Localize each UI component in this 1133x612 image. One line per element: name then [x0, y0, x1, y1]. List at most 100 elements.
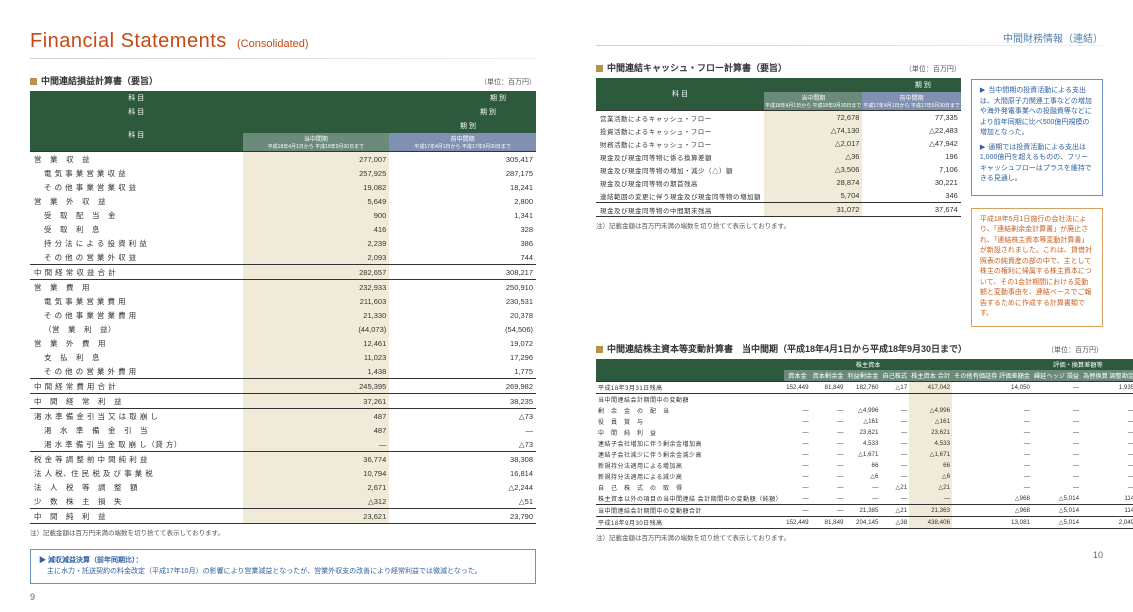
pl-row-cur: 282,657	[243, 265, 390, 280]
pl-row-label: 中 間 経 常 費 用 合 計	[30, 379, 243, 394]
pl-row-label: 受 取 配 当 金	[30, 208, 243, 222]
eq-cell: 114	[1081, 493, 1133, 505]
pl-row-cur: 416	[243, 222, 390, 236]
eq-cell: 152,449	[784, 381, 810, 393]
pl-row-prev: 230,531	[389, 294, 536, 308]
pl-row-label: 法 人 税、住 民 税 及 び 事 業 税	[30, 466, 243, 480]
eq-cell: △38	[880, 516, 909, 528]
section-bullet	[596, 65, 603, 72]
pl-row-label: 渇 水 準 備 引 当 金 取 崩 し（貸 方）	[30, 437, 243, 452]
pl-row-cur: 900	[243, 208, 390, 222]
eq-cell: —	[880, 427, 909, 438]
eq-row-label: 連結子会社増加に伴う剰余金増加高	[596, 438, 784, 449]
eq-row-label: 当中間連結会計期間中の変動額	[596, 393, 784, 405]
pl-row-prev: 23,790	[389, 509, 536, 524]
eq-cell: △161	[845, 416, 880, 427]
eq-cell: —	[784, 438, 810, 449]
eq-cell: —	[1032, 381, 1081, 393]
pl-table: 科 目 期 別 科 目 期 別	[30, 91, 536, 119]
eq-hdr2: その他有価証券 評価差額金	[952, 370, 1032, 382]
pl-row-cur: 10,794	[243, 466, 390, 480]
eq-cell: △968	[952, 504, 1032, 516]
cf-callout-item: ▶通期では投資活動による支出は1,000億円を超えるものの、フリーキャッシュフロ…	[980, 143, 1094, 185]
cf-row-label: 現金及び現金同等物の増加・減少（△）額	[596, 163, 764, 176]
eq-cell: —	[811, 493, 846, 505]
cf-row-cur: △74,130	[764, 124, 862, 137]
pl-row-label: 渇 水 準 備 金 引 当 又 は 取 崩 し	[30, 409, 243, 424]
eq-cell: 81,849	[811, 381, 846, 393]
eq-cell: 4,533	[845, 438, 880, 449]
pl-row-cur: 21,330	[243, 308, 390, 322]
page-number-left: 9	[30, 592, 536, 602]
pl-row-label: そ の 他 事 業 営 業 費 用	[30, 308, 243, 322]
eq-cell: 14,050	[952, 381, 1032, 393]
pl-row-cur: 19,082	[243, 180, 390, 194]
pl-row-cur: △312	[243, 494, 390, 509]
eq-hdr1: 株主資本	[784, 359, 952, 370]
eq-cell: —	[1081, 427, 1133, 438]
eq-cell: —	[1032, 449, 1081, 460]
eq-cell: △4,996	[845, 405, 880, 416]
eq-cell: —	[1081, 471, 1133, 482]
eq-cell: △1,671	[845, 449, 880, 460]
eq-hdr1: 評価・換算差額等	[952, 359, 1133, 370]
pl-row-cur: 487	[243, 409, 390, 424]
eq-cell: —	[880, 471, 909, 482]
eq-cell	[909, 393, 952, 405]
eq-cell: —	[880, 405, 909, 416]
eq-cell: △968	[952, 493, 1032, 505]
cf-row-cur: △2,017	[764, 137, 862, 150]
cf-title: 中間連結キャッシュ・フロー計算書（要旨）	[607, 63, 787, 73]
cf-row-prev: 346	[862, 189, 960, 203]
eq-cell: 4,533	[909, 438, 952, 449]
pl-row-cur: 245,395	[243, 379, 390, 394]
eq-cell: △21	[909, 482, 952, 493]
pl-row-cur: 11,023	[243, 350, 390, 364]
cf-row-label: 現金及び現金同等物に係る換算差額	[596, 150, 764, 163]
pl-row-cur: —	[243, 437, 390, 452]
pl-table: 科 目 期 別 当中間期平成18年4月1日から 平成18年9月30日まで 前中間…	[30, 119, 536, 524]
cf-row-cur: 72,678	[764, 111, 862, 125]
eq-cell: —	[952, 416, 1032, 427]
eq-cell: 182,760	[845, 381, 880, 393]
eq-cell: —	[784, 405, 810, 416]
eq-row-label: 中 間 純 利 益	[596, 427, 784, 438]
eq-row-label: 株主資本以外の項目の当中間連結 会計期間中の変動額（純額）	[596, 493, 784, 505]
cf-row-prev: 77,335	[862, 111, 960, 125]
eq-cell: —	[952, 471, 1032, 482]
eq-cell: △6	[845, 471, 880, 482]
pl-row-label: そ の 他 の 営 業 外 費 用	[30, 364, 243, 379]
pl-row-label: 営 業 外 収 益	[30, 194, 243, 208]
pl-row-prev: 1,775	[389, 364, 536, 379]
eq-cell: —	[1032, 405, 1081, 416]
cf-callout2: 平成18年5月1日施行の会社法により、「連結剰余金計算書」が廃止され、「連結株主…	[971, 208, 1103, 327]
pl-row-prev: 287,175	[389, 166, 536, 180]
pl-row-prev: —	[389, 423, 536, 437]
eq-cell	[811, 393, 846, 405]
eq-title: 中間連結株主資本等変動計算書 当中間期（平成18年4月1日から平成18年9月30…	[607, 344, 967, 354]
cf-row-prev: △22,483	[862, 124, 960, 137]
eq-cell: —	[1081, 438, 1133, 449]
eq-cell: △161	[909, 416, 952, 427]
eq-cell: —	[811, 460, 846, 471]
pl-callout: ▶ 減収減益決算（前年同期比）： 主に水力・託送契約の料金改定（平成17年10月…	[30, 549, 536, 584]
eq-cell: —	[1032, 471, 1081, 482]
pl-row-prev: △51	[389, 494, 536, 509]
eq-cell: —	[784, 449, 810, 460]
cf-row-label: 現金及び現金同等物の期首残高	[596, 176, 764, 189]
eq-row-label: 平成18年9月30日残高	[596, 516, 784, 528]
eq-cell	[880, 393, 909, 405]
eq-cell: —	[1032, 427, 1081, 438]
pl-row-prev: 269,982	[389, 379, 536, 394]
cf-note: 注）記載金額は百万円未満の端数を切り捨てて表示しております。	[596, 220, 961, 230]
eq-cell: 66	[909, 460, 952, 471]
eq-cell: 23,621	[909, 427, 952, 438]
page-title-en: Financial Statements	[30, 30, 227, 52]
pl-unit: （単位：百万円）	[480, 77, 536, 87]
eq-hdr2: 自己株式	[880, 370, 909, 382]
cf-row-cur: △36	[764, 150, 862, 163]
pl-row-prev: 20,378	[389, 308, 536, 322]
eq-cell: —	[811, 504, 846, 516]
eq-cell: △1,671	[909, 449, 952, 460]
pl-row-cur: 211,603	[243, 294, 390, 308]
